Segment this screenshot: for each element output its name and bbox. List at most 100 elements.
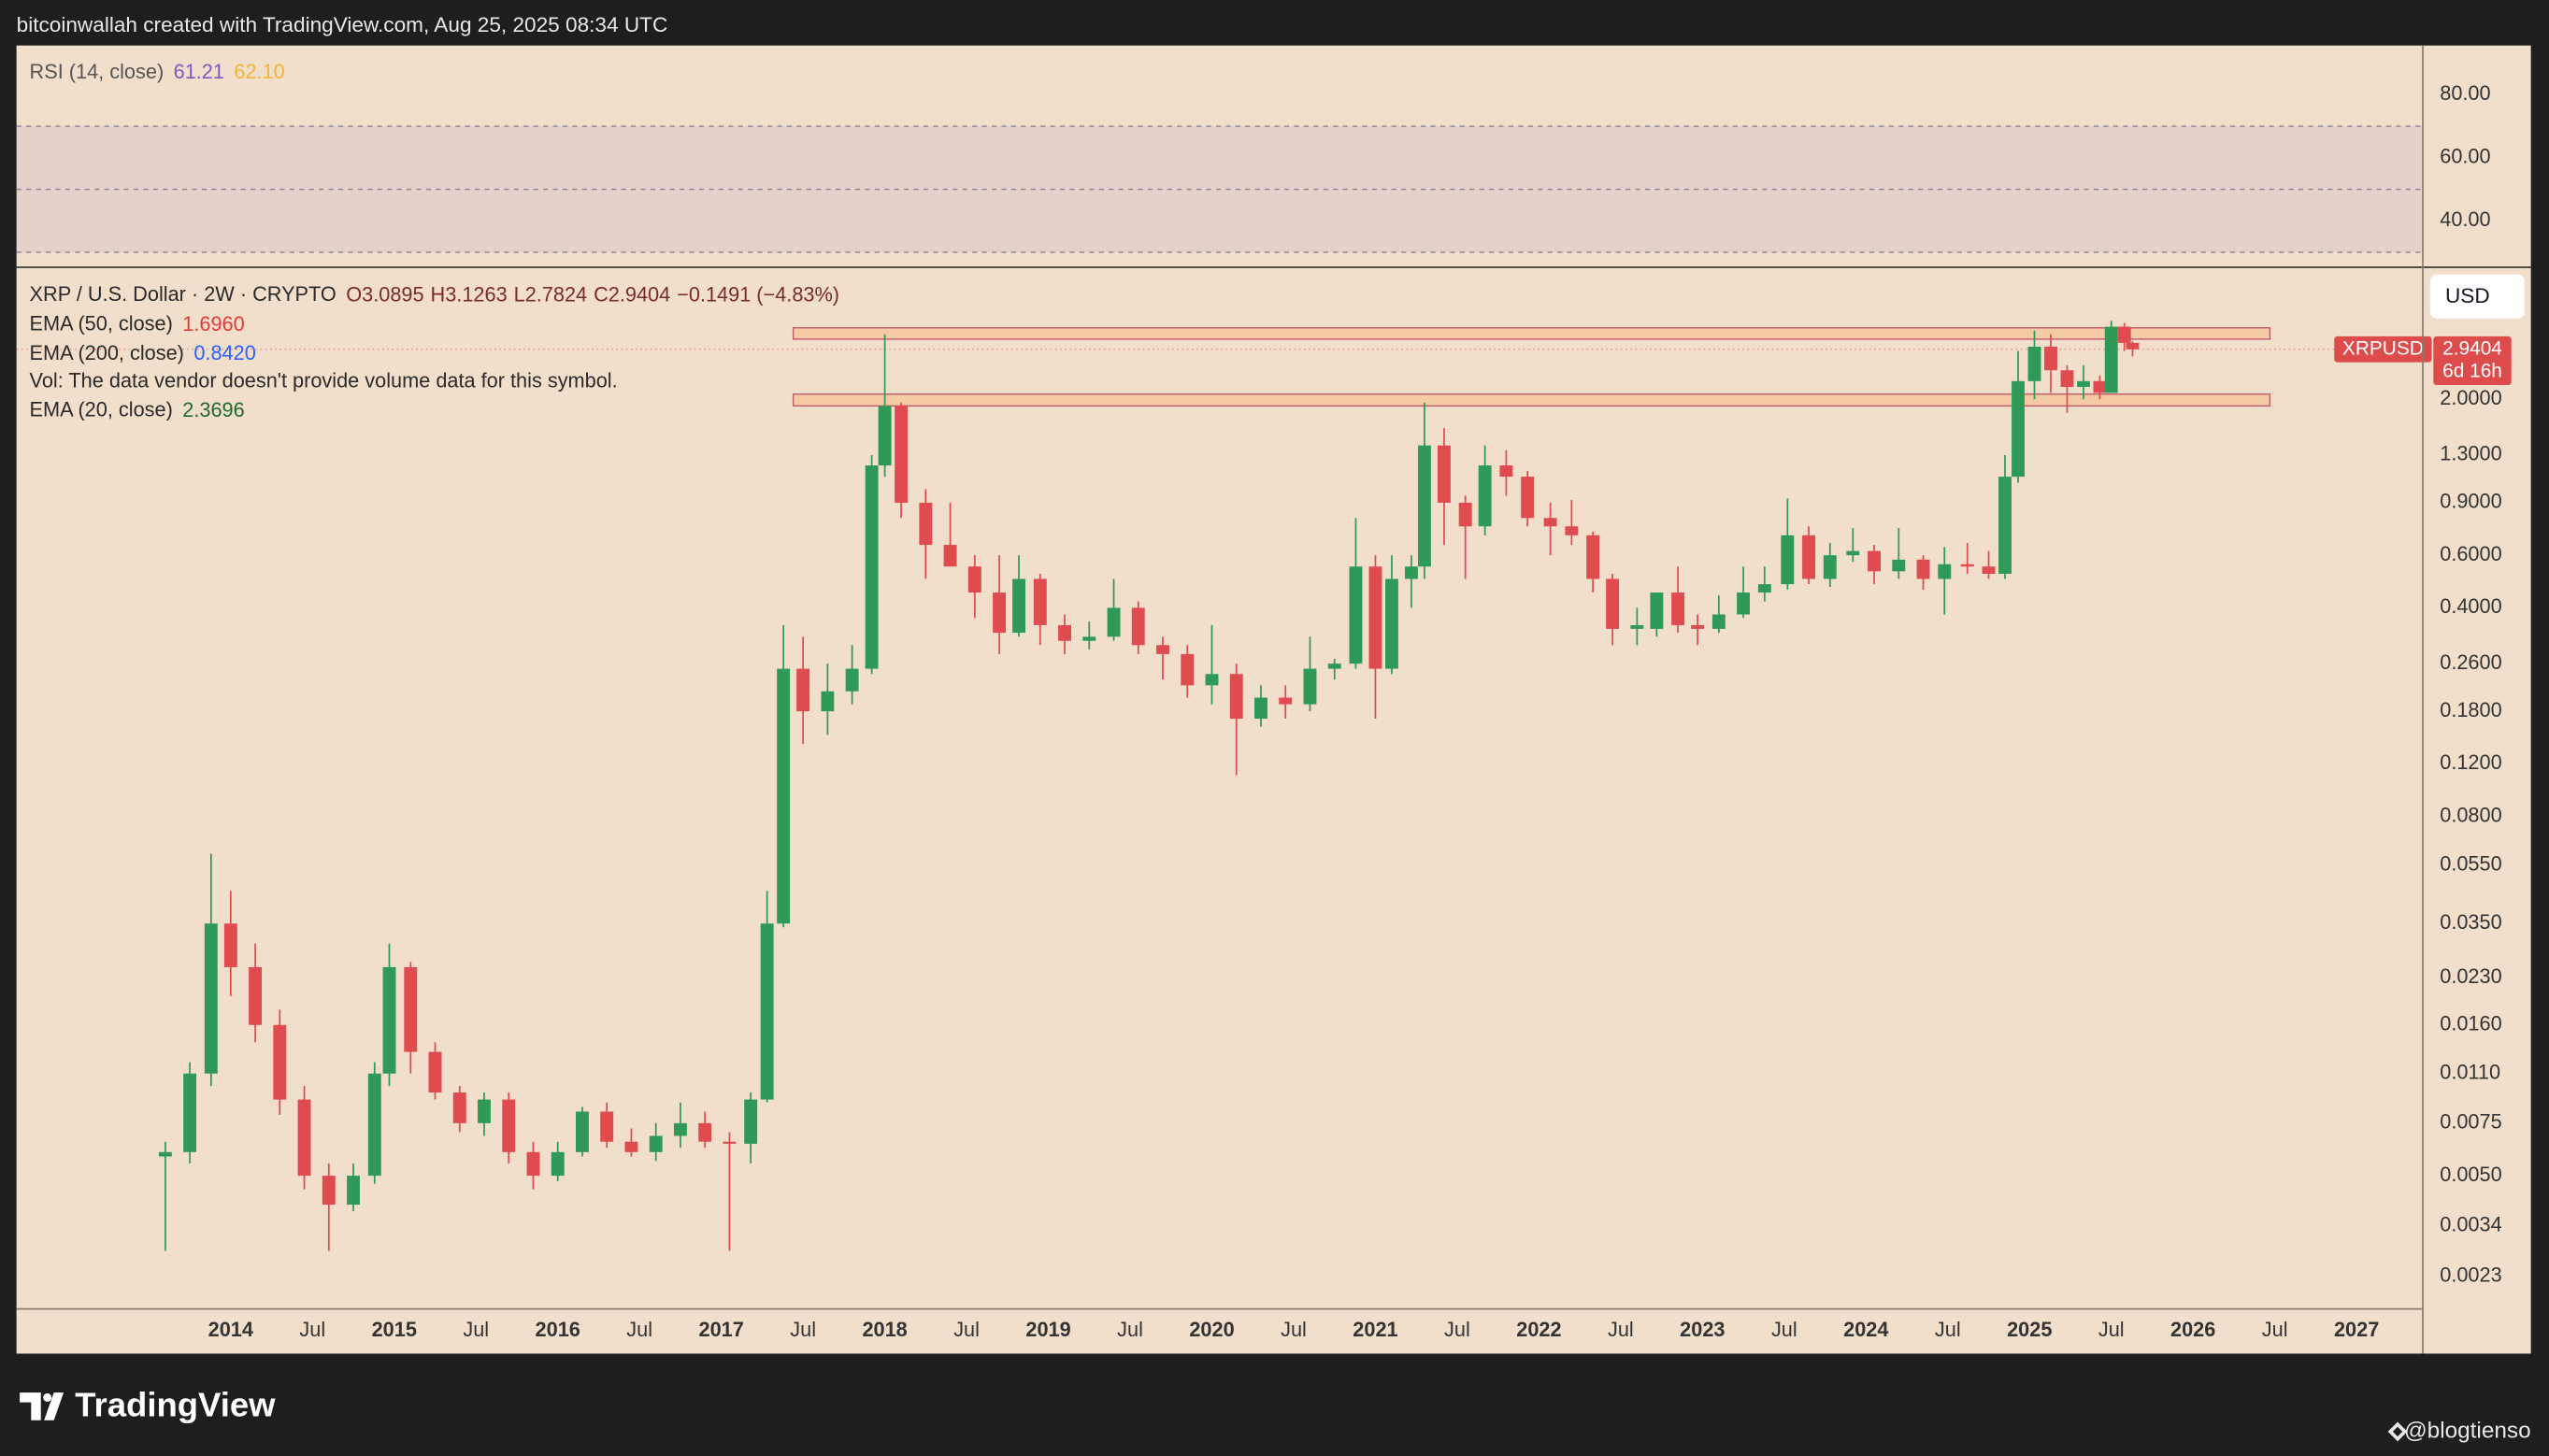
rsi-tick-label: 60.00 <box>2440 145 2490 168</box>
y-tick-label: 0.0550 <box>2440 851 2501 875</box>
x-tick-label: Jul <box>626 1318 652 1341</box>
y-tick-label: 0.0075 <box>2440 1110 2501 1134</box>
candle-body <box>845 668 859 692</box>
rsi-tick-label: 80.00 <box>2440 81 2490 105</box>
candle-body <box>347 1176 360 1206</box>
x-tick-label: 2026 <box>2170 1318 2215 1341</box>
candle-body <box>1205 674 1219 686</box>
candle-body <box>1671 592 1685 625</box>
candle-body <box>1565 526 1579 535</box>
candle-body <box>895 406 909 503</box>
candle-body <box>1586 535 1600 579</box>
candle-body <box>322 1176 336 1206</box>
candle-body <box>1156 645 1169 654</box>
candle-body <box>777 668 791 924</box>
candle-body <box>1691 624 1705 629</box>
candle-body <box>760 923 774 1100</box>
indicator-value: 0.8420 <box>193 341 255 364</box>
y-tick-label: 0.0160 <box>2440 1012 2501 1035</box>
y-tick-label: 0.0034 <box>2440 1212 2501 1235</box>
candle-body <box>600 1111 614 1142</box>
candle-body <box>1499 465 1513 478</box>
last-price: 2.9404 <box>2442 337 2502 359</box>
candle-body <box>1938 564 1952 579</box>
candle-body <box>382 966 396 1074</box>
brand: TradingView <box>75 1385 276 1423</box>
candle-body <box>1478 465 1492 527</box>
candle-body <box>2077 380 2090 387</box>
candle-body <box>1279 697 1293 705</box>
candle-body <box>526 1151 540 1177</box>
candle-body <box>273 1024 287 1100</box>
candle-body <box>1606 578 1620 629</box>
candle-body <box>967 566 981 593</box>
candle-body <box>1012 578 1026 634</box>
y-tick-label: 0.0800 <box>2440 803 2501 826</box>
candle-body <box>865 465 879 669</box>
candle-body <box>1916 559 1930 579</box>
indicator-legend: EMA (50, close) 1.6960 <box>30 312 245 335</box>
candle-body <box>1868 550 1882 572</box>
y-tick-label: 0.6000 <box>2440 542 2501 565</box>
x-tick-label: 2019 <box>1025 1318 1070 1341</box>
candle-body <box>1033 578 1047 625</box>
logo-mark <box>20 1392 41 1420</box>
price-tag-bg <box>2433 335 2512 386</box>
resistance-zone <box>792 393 2271 407</box>
candle-body <box>1437 445 1451 503</box>
rsi-value: 62.10 <box>234 60 284 83</box>
candle-body <box>2126 342 2140 350</box>
countdown: 6d 16h <box>2442 361 2502 382</box>
candle-body <box>1327 664 1341 669</box>
volume-note: Vol: The data vendor doesn't provide vol… <box>30 368 618 392</box>
ohlc-value: O3.0895 <box>346 282 423 306</box>
candle-body <box>223 923 237 967</box>
candle-body <box>1650 592 1664 629</box>
y-tick-label: 0.0023 <box>2440 1263 2501 1287</box>
candle-body <box>993 592 1007 634</box>
candle-body <box>1757 584 1771 593</box>
x-tick-label: 2027 <box>2334 1318 2379 1341</box>
candle-body <box>796 668 810 712</box>
candle-body <box>1458 502 1472 527</box>
y-tick-label: 0.0050 <box>2440 1163 2501 1186</box>
candle-body <box>1303 668 1317 705</box>
candle-body <box>158 1151 172 1157</box>
candle-body <box>649 1135 663 1152</box>
logo-dot <box>43 1392 52 1402</box>
candle-body <box>1823 555 1837 579</box>
candle-body <box>2060 370 2074 387</box>
candle-body <box>919 502 933 546</box>
symbol-tag-bg <box>2334 335 2432 363</box>
y-tick-label: 0.4000 <box>2440 594 2501 618</box>
candle-body <box>2093 380 2107 393</box>
ohlc-value: −0.1491 (−4.83%) <box>677 282 839 306</box>
indicator-value: 1.6960 <box>182 312 244 335</box>
candle-body <box>1802 535 1816 579</box>
rsi-value: 61.21 <box>174 60 224 83</box>
candle-body <box>297 1099 311 1177</box>
y-tick-label: 1.3000 <box>2440 442 2501 465</box>
x-tick-label: Jul <box>463 1318 489 1341</box>
x-tick-label: Jul <box>1444 1318 1470 1341</box>
indicator-value: 2.3696 <box>182 398 244 421</box>
rsi-title: RSI (14, close) 61.21 62.10 <box>30 60 285 83</box>
x-tick-label: Jul <box>790 1318 816 1341</box>
price-pane <box>16 321 2423 1251</box>
candle-body <box>2027 346 2041 381</box>
y-tick-label: 0.9000 <box>2440 490 2501 513</box>
candle-body <box>502 1099 516 1152</box>
currency-button[interactable] <box>2429 274 2525 319</box>
y-tick-label: 0.0350 <box>2440 910 2501 934</box>
x-tick-label: Jul <box>1281 1318 1307 1341</box>
candle-body <box>1181 653 1195 686</box>
candle-body <box>1368 566 1382 669</box>
candle-body <box>673 1122 687 1136</box>
x-tick-label: Jul <box>1608 1318 1634 1341</box>
candle-body <box>1521 477 1535 519</box>
resistance-zone <box>792 327 2271 340</box>
candle-body <box>698 1122 712 1142</box>
currency[interactable]: USD <box>2445 284 2490 307</box>
candle-body <box>1737 592 1751 615</box>
